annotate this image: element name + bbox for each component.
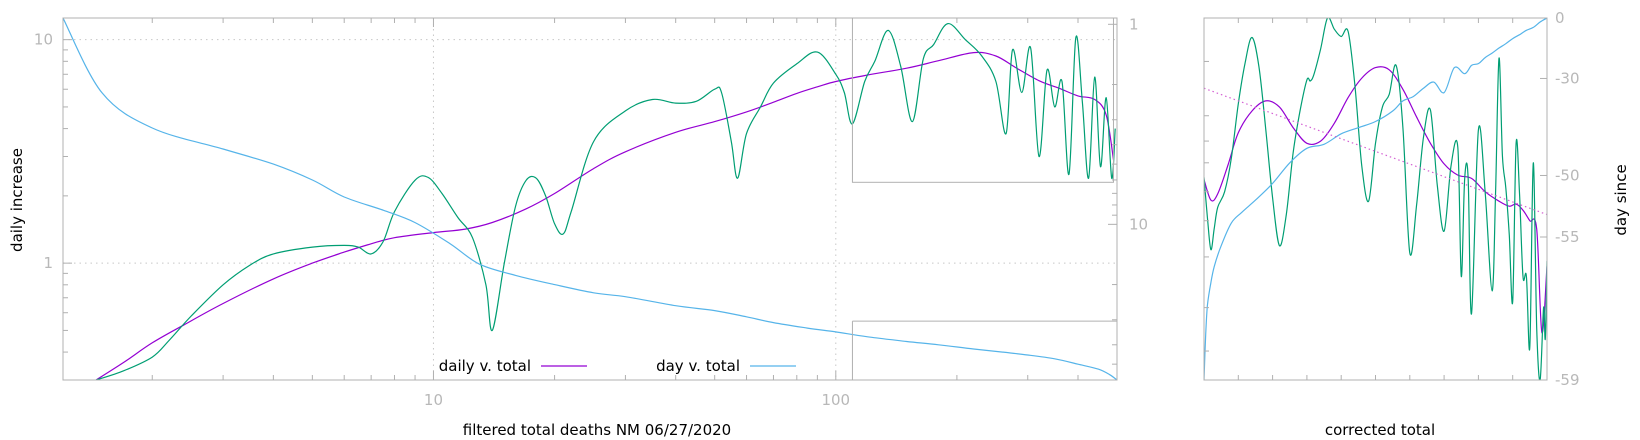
y2-tick-label-1: 1: [1129, 15, 1139, 33]
y-tick-label-10: 10: [34, 31, 53, 49]
right-y2-tick-label--59: -59: [1555, 371, 1580, 389]
right-line-2: [1204, 18, 1547, 380]
left-plot-frame: [62, 17, 1118, 381]
left-line-series-1: [95, 23, 1116, 380]
right-y2-tick-label--30: -30: [1555, 69, 1580, 87]
y-axis-title: daily increase: [8, 148, 26, 252]
axis-ticks: [63, 17, 1548, 381]
y-tick-label-1: 1: [43, 254, 53, 272]
right-y2-tick-label--50: -50: [1555, 166, 1580, 184]
right-line-1: [1204, 18, 1547, 380]
right-y2-tick-label-0: 0: [1555, 9, 1565, 27]
grid: [63, 18, 1117, 380]
x-tick-label-100: 100: [821, 391, 850, 409]
x-axis-title: filtered total deaths NM 06/27/2020: [463, 421, 731, 439]
x-tick-label-10: 10: [424, 391, 443, 409]
plot-frames: [62, 17, 1548, 381]
inset-box: [851, 17, 1114, 183]
left-line-daily-v-total: [95, 51, 1115, 380]
right-line-3: [1204, 87, 1547, 216]
left-line-day-v-total: [63, 18, 1117, 380]
right-y2-tick-label--55: -55: [1555, 228, 1580, 246]
legend: daily v. total day v. total: [439, 357, 796, 375]
right-x-axis-title: corrected total: [1325, 421, 1435, 439]
right-line-0: [1204, 66, 1547, 334]
series-lines: [63, 18, 1547, 380]
legend-label-daily: daily v. total: [439, 357, 531, 375]
right-y2-axis-title: day since: [1612, 164, 1630, 235]
legend-label-day: day v. total: [656, 357, 740, 375]
y2-tick-label-10: 10: [1129, 215, 1148, 233]
